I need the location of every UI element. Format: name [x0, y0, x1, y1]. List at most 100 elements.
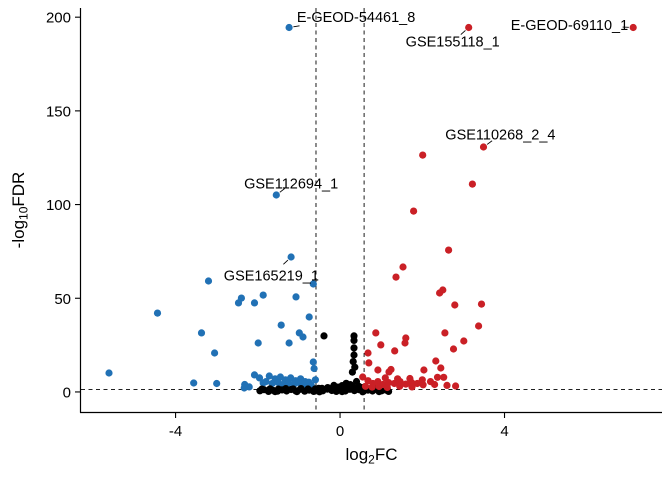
data-point [197, 329, 206, 337]
data-point [255, 374, 264, 382]
data-point [285, 339, 293, 347]
data-point [406, 374, 414, 383]
data-point [451, 301, 459, 309]
data-point [431, 380, 439, 389]
data-point [359, 388, 367, 396]
data-point [254, 339, 262, 347]
data-point [383, 383, 391, 392]
annotation-leader [283, 259, 289, 265]
data-point [413, 379, 421, 388]
y-tick-label: 50 [54, 291, 71, 308]
data-point [361, 382, 370, 390]
data-point [375, 388, 383, 396]
data-point [375, 382, 383, 391]
annotation-label: GSE110268_2_4 [445, 128, 555, 144]
data-point [420, 366, 428, 374]
x-axis-title: log2FC [345, 445, 397, 467]
data-point [234, 299, 243, 307]
data-point [204, 277, 213, 285]
x-tick-label: -4 [169, 423, 182, 440]
data-point [432, 357, 440, 365]
x-tick-label: 4 [500, 423, 508, 440]
y-tick-label: 200 [46, 10, 71, 27]
data-point [282, 385, 290, 393]
data-point [445, 246, 453, 254]
data-point [449, 345, 458, 353]
data-point [460, 337, 468, 345]
data-point [271, 388, 279, 396]
data-point [285, 379, 293, 387]
data-point [443, 381, 451, 389]
data-point [419, 151, 427, 159]
annotation-label: GSE155118_1 [406, 35, 500, 51]
data-point [372, 329, 380, 337]
data-point [359, 373, 367, 381]
data-point [452, 382, 460, 390]
y-axis-title: -log10FDR [9, 172, 31, 249]
annotation-label: E-GEOD-69110_1 [511, 18, 628, 34]
data-point [304, 385, 312, 393]
data-point [399, 263, 407, 271]
data-point [211, 349, 219, 357]
data-point [311, 376, 319, 384]
data-point [190, 379, 198, 387]
series-up-significant [359, 23, 637, 392]
x-tick-label: 0 [336, 423, 344, 440]
data-point [381, 374, 389, 382]
data-point [350, 336, 358, 344]
data-point [364, 349, 372, 357]
data-point [440, 373, 448, 381]
data-point [309, 358, 317, 366]
data-point [477, 300, 486, 308]
data-point [333, 385, 341, 393]
data-point [320, 332, 328, 340]
data-point [465, 23, 473, 32]
data-point [292, 293, 300, 301]
y-tick-label: 100 [46, 197, 71, 214]
data-point [315, 388, 324, 396]
data-point [258, 385, 266, 393]
annotation-label: GSE112694_1 [244, 177, 338, 193]
data-point [350, 351, 358, 359]
data-point [410, 207, 418, 215]
data-point [213, 379, 221, 388]
data-point [391, 347, 399, 355]
data-point [105, 369, 113, 377]
data-point [402, 380, 410, 388]
data-point [338, 388, 346, 396]
data-point [265, 372, 273, 380]
data-point [392, 273, 400, 281]
data-point [259, 291, 267, 299]
annotation-leader [460, 30, 466, 35]
data-point [468, 180, 476, 188]
data-point [287, 253, 295, 261]
data-point [352, 377, 361, 386]
series-down-significant [105, 23, 319, 392]
data-point [305, 313, 313, 321]
data-point [299, 333, 307, 341]
data-point [418, 376, 426, 384]
annotation-leader [293, 25, 300, 28]
data-point [629, 23, 637, 32]
annotation-label: GSE165219_1 [224, 269, 319, 285]
data-point [437, 364, 445, 372]
data-point [309, 280, 317, 288]
data-point [408, 383, 416, 391]
annotation-leader [486, 140, 493, 145]
data-point [293, 388, 301, 396]
data-point [348, 368, 356, 376]
data-point [396, 382, 404, 390]
data-point [348, 384, 356, 392]
data-point [277, 321, 285, 329]
data-point [402, 334, 410, 342]
series-not-significant [256, 332, 393, 396]
data-point [441, 329, 449, 337]
data-point [240, 384, 248, 392]
data-point [262, 378, 270, 386]
data-point [326, 385, 334, 393]
data-point [387, 365, 395, 374]
data-point [475, 322, 483, 330]
data-point [349, 358, 357, 366]
y-tick-label: 150 [46, 103, 71, 120]
